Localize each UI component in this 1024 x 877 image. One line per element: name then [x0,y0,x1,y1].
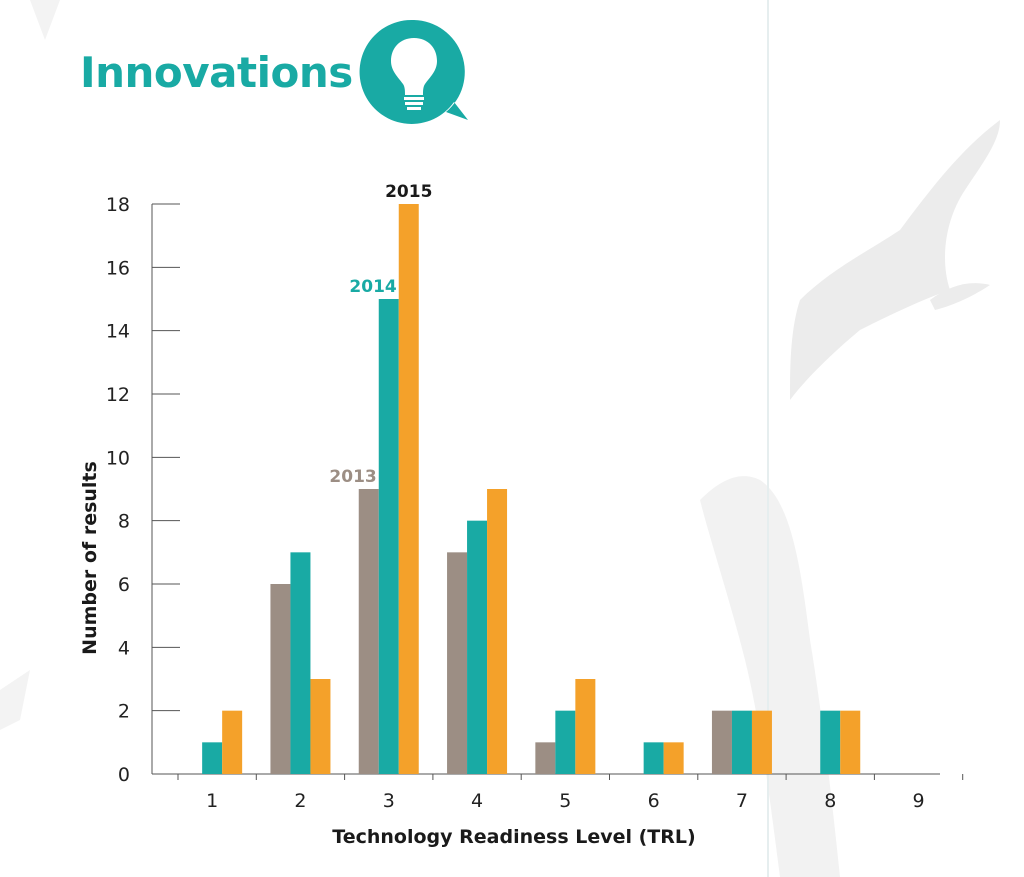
x-tick-label: 5 [559,790,571,812]
x-tick-label: 4 [471,790,483,812]
bar-2013-trl-2 [270,584,291,774]
bar-2015-trl-8 [840,710,861,774]
series-label-2014: 2014 [349,277,396,297]
bar-2014-trl-7 [731,710,752,774]
bar-2015-trl-1 [222,710,243,774]
bar-2015-trl-6 [663,742,684,774]
chart-bars [202,204,861,774]
x-tick-label: 7 [736,790,748,812]
y-tick-label: 4 [118,637,130,659]
bar-2013-trl-5 [535,742,556,774]
bar-2015-trl-5 [575,679,596,774]
y-tick-label: 16 [106,257,130,279]
y-tick-label: 2 [118,701,130,723]
bar-2014-trl-6 [643,742,664,774]
lightbulb-speech-bubble-icon [359,19,468,124]
series-label-2015: 2015 [385,182,432,202]
bar-2013-trl-3 [358,489,379,774]
y-tick-label: 18 [106,194,130,216]
y-tick-label: 8 [118,511,130,533]
bar-2015-trl-3 [398,204,419,774]
bar-2014-trl-2 [290,552,311,774]
x-tick-label: 8 [824,790,836,812]
column-divider [767,0,769,877]
x-tick-label: 3 [383,790,395,812]
bar-2015-trl-4 [487,489,508,774]
y-tick-label: 14 [106,321,130,343]
y-tick-label: 10 [106,447,130,469]
bird-silhouette-icon [700,476,840,877]
bar-2014-trl-8 [820,710,841,774]
bar-2015-trl-2 [310,679,331,774]
bar-2014-trl-5 [555,710,576,774]
x-axis-title: Technology Readiness Level (TRL) [332,826,695,848]
bar-2015-trl-7 [751,710,772,774]
bird-silhouette-icon [790,120,1000,400]
y-tick-label: 12 [106,384,130,406]
bar-2014-trl-1 [202,742,223,774]
bar-2013-trl-7 [711,710,732,774]
background-texture [0,0,60,730]
x-tick-label: 6 [648,790,660,812]
bar-2014-trl-3 [378,299,399,774]
y-tick-label: 0 [118,764,130,786]
y-axis-title: Number of results [79,461,101,655]
bar-2013-trl-4 [447,552,468,774]
y-tick-label: 6 [118,574,130,596]
series-label-2013: 2013 [329,467,376,487]
x-tick-label: 2 [294,790,306,812]
chart-labels: 2013 2014 2015 [329,182,432,487]
bar-2014-trl-4 [467,520,488,774]
x-tick-label: 1 [206,790,218,812]
x-tick-label: 9 [913,790,925,812]
page-title: Innovations [80,48,353,97]
